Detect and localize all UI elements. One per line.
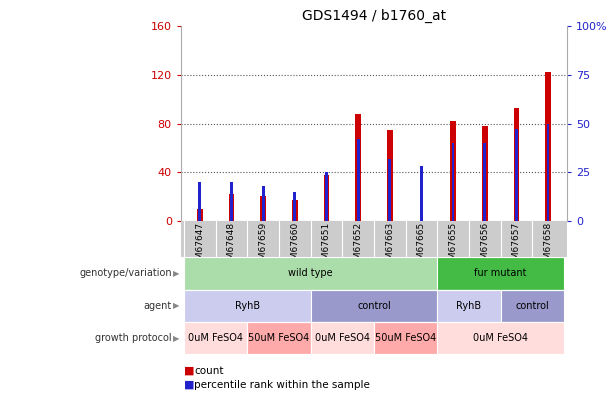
Text: agent: agent [143,301,172,311]
Text: genotype/variation: genotype/variation [79,269,172,278]
Bar [387,130,392,221]
Text: control: control [516,301,549,311]
Text: GSM67647: GSM67647 [196,222,204,271]
Title: GDS1494 / b1760_at: GDS1494 / b1760_at [302,9,446,23]
Text: 50uM FeSO4: 50uM FeSO4 [248,333,310,343]
Text: GSM67656: GSM67656 [480,222,489,271]
Bar [515,129,518,221]
Text: ▶: ▶ [173,334,179,343]
Text: GSM67655: GSM67655 [449,222,457,271]
Text: GSM67659: GSM67659 [259,222,268,271]
Bar [230,182,233,221]
Text: GSM67652: GSM67652 [354,222,363,271]
Text: 0uM FeSO4: 0uM FeSO4 [188,333,243,343]
Bar [547,124,549,221]
Bar [374,322,437,354]
Bar [482,126,487,221]
Text: RyhB: RyhB [456,301,481,311]
Bar [184,322,247,354]
Text: GSM67651: GSM67651 [322,222,331,271]
Bar [501,290,564,322]
Bar [311,322,374,354]
Text: fur mutant: fur mutant [474,269,527,278]
Text: GSM67658: GSM67658 [544,222,552,271]
Bar [199,182,201,221]
Bar [262,186,265,221]
Text: RyhB: RyhB [235,301,260,311]
Text: GSM67660: GSM67660 [291,222,299,271]
Text: 0uM FeSO4: 0uM FeSO4 [314,333,370,343]
Text: ▶: ▶ [173,301,179,310]
Text: 50uM FeSO4: 50uM FeSO4 [375,333,436,343]
Bar [545,72,551,221]
Bar [420,166,423,221]
Bar [229,194,234,221]
Text: control: control [357,301,391,311]
Bar [324,175,329,221]
Bar [437,257,564,290]
Bar [452,143,454,221]
Bar [357,139,360,221]
Bar [356,114,361,221]
Bar [450,121,456,221]
Bar [294,192,296,221]
Bar [437,322,564,354]
Bar [184,257,437,290]
Text: GSM67663: GSM67663 [385,222,394,271]
Text: ■: ■ [184,366,194,375]
Text: percentile rank within the sample: percentile rank within the sample [194,380,370,390]
Bar [197,209,203,221]
Bar [325,172,328,221]
Bar [388,158,391,221]
Bar [437,290,501,322]
Text: wild type: wild type [288,269,333,278]
Bar [483,143,486,221]
Bar [261,196,266,221]
Bar [311,290,437,322]
Text: GSM67665: GSM67665 [417,222,426,271]
Text: GSM67648: GSM67648 [227,222,236,271]
Text: ▶: ▶ [173,269,179,278]
Text: growth protocol: growth protocol [95,333,172,343]
Bar [292,200,298,221]
Bar [184,290,311,322]
Text: ■: ■ [184,380,194,390]
Text: GSM67657: GSM67657 [512,222,521,271]
Bar [514,108,519,221]
Text: count: count [194,366,224,375]
Text: 0uM FeSO4: 0uM FeSO4 [473,333,528,343]
Bar [247,322,311,354]
